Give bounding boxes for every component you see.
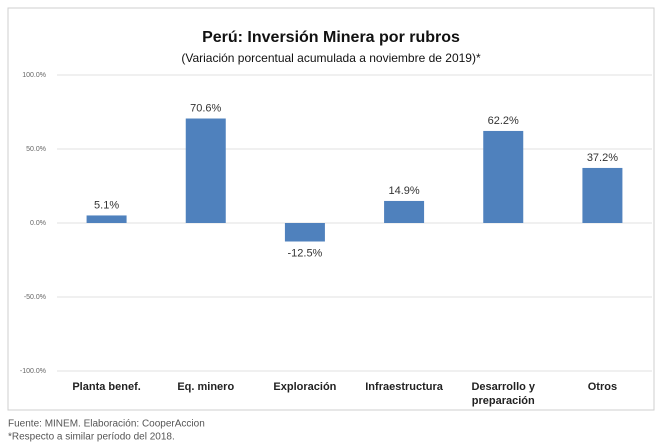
bar — [384, 200, 425, 223]
value-label: 62.2% — [488, 115, 519, 127]
value-label: 37.2% — [587, 152, 618, 164]
x-tick-label: Exploración — [273, 381, 337, 393]
value-label: 14.9% — [388, 185, 419, 197]
note: *Respecto a similar período del 2018. — [8, 432, 175, 443]
bar — [185, 118, 226, 223]
bar — [483, 130, 524, 223]
chart-title: Perú: Inversión Minera por rubros — [202, 29, 460, 46]
bar — [86, 215, 127, 223]
x-tick-label: Otros — [587, 381, 618, 393]
note: Fuente: MINEM. Elaboración: CooperAccion — [8, 419, 205, 430]
value-label: 5.1% — [94, 199, 119, 211]
chart-subtitle: (Variación porcentual acumulada a noviem… — [181, 51, 481, 65]
y-tick-label: 100.0% — [22, 72, 46, 79]
x-tick-label: Desarrollo y preparación — [471, 381, 536, 407]
bar — [284, 223, 325, 242]
y-tick-label: -100.0% — [20, 368, 46, 375]
y-tick-label: 0.0% — [30, 220, 46, 227]
x-tick-label: Infraestructura — [365, 381, 443, 393]
x-tick-label: Planta benef. — [72, 381, 141, 393]
bar — [582, 167, 623, 223]
x-tick-label: Eq. minero — [177, 381, 235, 393]
value-label: -12.5% — [287, 247, 322, 259]
y-tick-label: 50.0% — [26, 146, 46, 153]
value-label: 70.6% — [190, 102, 221, 114]
y-tick-label: -50.0% — [24, 294, 46, 301]
